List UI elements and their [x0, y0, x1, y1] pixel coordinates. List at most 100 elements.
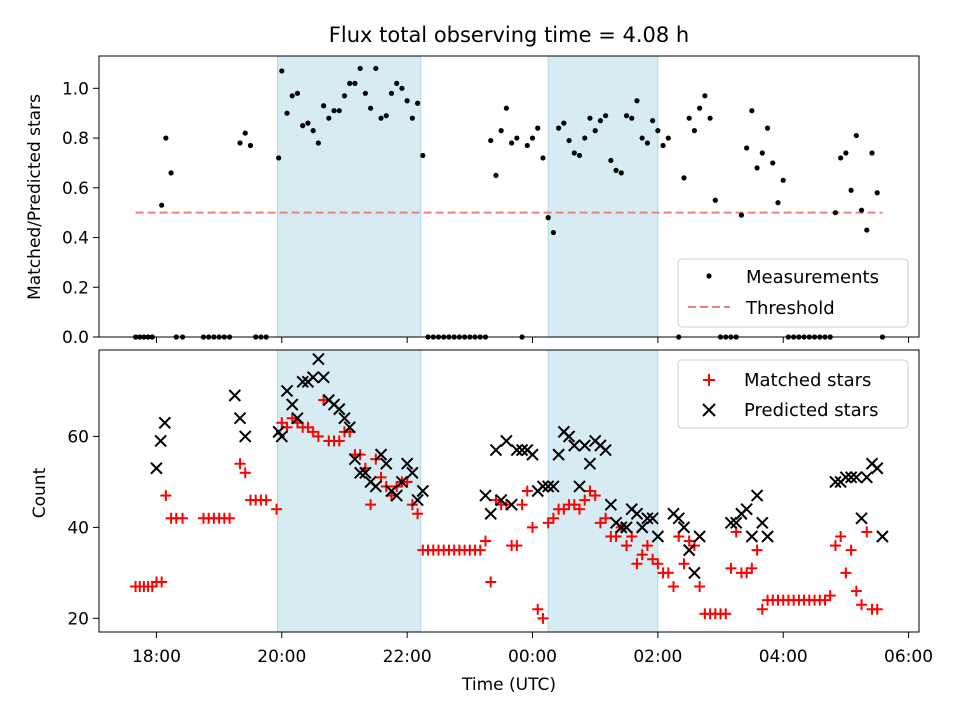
predicted-stars-point — [158, 416, 172, 429]
matched-stars-point — [678, 558, 690, 570]
x-tick-label: 02:00 — [633, 647, 682, 667]
measurement-point — [168, 170, 174, 176]
measurement-point — [858, 207, 865, 213]
measurement-point — [373, 65, 379, 72]
count-panel: 20 40 60 18:00 20:00 22:00 00:00 02:00 04:00 06:… — [30, 349, 933, 695]
predicted-stars-point — [505, 498, 518, 511]
predicted-stars-point — [641, 512, 654, 525]
count-y-axis-label: Count — [30, 467, 50, 518]
ratio-y-ticks: 0.0 0.2 0.4 0.6 0.8 1.0 — [62, 79, 99, 348]
measurement-point — [305, 120, 311, 126]
matched-stars-point — [725, 562, 737, 574]
ratio-legend-box — [677, 258, 909, 328]
predicted-stars-point — [150, 462, 163, 475]
matched-stars-point — [861, 526, 873, 538]
matched-stars-point — [521, 485, 533, 497]
measurement-point — [399, 85, 405, 91]
predicted-stars-point — [651, 530, 665, 543]
matched-stars-point — [537, 612, 549, 624]
matched-stars-point — [636, 549, 648, 561]
predicted-stars-point — [489, 443, 503, 457]
matched-stars-point — [485, 576, 497, 588]
predicted-stars-point — [353, 466, 367, 480]
predicted-stars-point — [672, 512, 685, 525]
predicted-stars-point — [578, 439, 591, 452]
predicted-stars-point — [677, 521, 691, 534]
predicted-stars-point — [479, 489, 492, 502]
measurement-point — [336, 108, 342, 114]
matched-stars-point — [835, 530, 847, 542]
matched-stars-point — [652, 558, 664, 570]
predicted-stars-point — [416, 484, 430, 498]
matched-stars-point — [579, 494, 591, 506]
predicted-stars-point — [228, 389, 242, 402]
predicted-stars-point — [635, 521, 649, 534]
matched-stars-point — [746, 562, 758, 574]
predicted-stars-point — [333, 402, 346, 416]
predicted-stars-point — [750, 489, 764, 502]
matched-stars-point — [547, 512, 559, 524]
predicted-stars-point — [233, 412, 247, 425]
measurement-point — [644, 140, 651, 146]
predicted-stars-point — [829, 475, 842, 489]
measurement-point — [738, 212, 745, 218]
x-tick-label: 04:00 — [759, 647, 808, 667]
x-tick-label: 00:00 — [508, 647, 557, 667]
predicted-stars-point — [306, 371, 320, 384]
matched-stars-point — [845, 544, 857, 556]
matched-stars-point — [756, 603, 768, 615]
predicted-stars-point — [604, 498, 618, 511]
predicted-stars-points — [150, 352, 889, 580]
measurement-point — [650, 118, 656, 124]
matched-stars-point — [641, 540, 653, 552]
predicted-stars-point — [850, 471, 863, 484]
measurement-point — [576, 152, 583, 159]
shaded-interval-2 — [547, 55, 659, 338]
measurement-point — [498, 128, 504, 134]
matched-stars-point — [333, 435, 345, 447]
predicted-stars-point — [510, 443, 524, 457]
x-tick-label: 20:00 — [257, 647, 306, 667]
matched-stars-point — [312, 430, 324, 442]
measurement-point — [540, 155, 546, 161]
measurement-point — [686, 115, 692, 121]
measurement-point — [634, 98, 640, 104]
matched-stars-point — [694, 581, 706, 593]
measurement-point — [247, 142, 254, 149]
measurement-point — [357, 65, 363, 72]
measurement-point — [561, 120, 567, 126]
shaded-interval-2 — [547, 349, 659, 633]
matched-stars-point — [260, 494, 272, 506]
predicted-stars-point — [494, 493, 508, 507]
x-tick-label: 22:00 — [383, 647, 432, 667]
ratio-y-axis-label: Matched/Predicted stars — [25, 94, 45, 300]
predicted-stars-point — [536, 480, 550, 493]
predicted-stars-point — [154, 434, 167, 448]
predicted-stars-point — [515, 443, 529, 457]
measurement-point — [780, 177, 786, 183]
matched-stars-point — [631, 558, 643, 570]
predicted-stars-point — [761, 530, 774, 543]
measurement-point — [853, 132, 859, 139]
measurement-point — [597, 118, 604, 124]
predicted-stars-point — [871, 462, 884, 475]
measurement-point — [629, 115, 635, 121]
measurement-point — [237, 140, 243, 146]
matched-stars-point — [829, 540, 841, 552]
matched-stars-point — [840, 567, 852, 579]
predicted-stars-point — [317, 371, 330, 384]
predicted-stars-point — [390, 489, 403, 502]
measurement-point — [159, 202, 165, 208]
measurement-point — [660, 142, 666, 149]
measurement-point — [284, 110, 290, 116]
predicted-stars-point — [620, 521, 633, 534]
measurement-point — [697, 105, 703, 111]
measurement-point — [300, 123, 306, 129]
y-tick-label: 60 — [67, 427, 89, 447]
predicted-stars-point — [296, 375, 309, 389]
measurement-point — [404, 98, 410, 104]
count-x-ticks: 18:00 20:00 22:00 00:00 02:00 04:00 06:00 — [132, 632, 933, 667]
matched-stars-point — [527, 521, 539, 533]
observing-window-shading — [277, 55, 659, 338]
measurement-point — [545, 215, 551, 221]
